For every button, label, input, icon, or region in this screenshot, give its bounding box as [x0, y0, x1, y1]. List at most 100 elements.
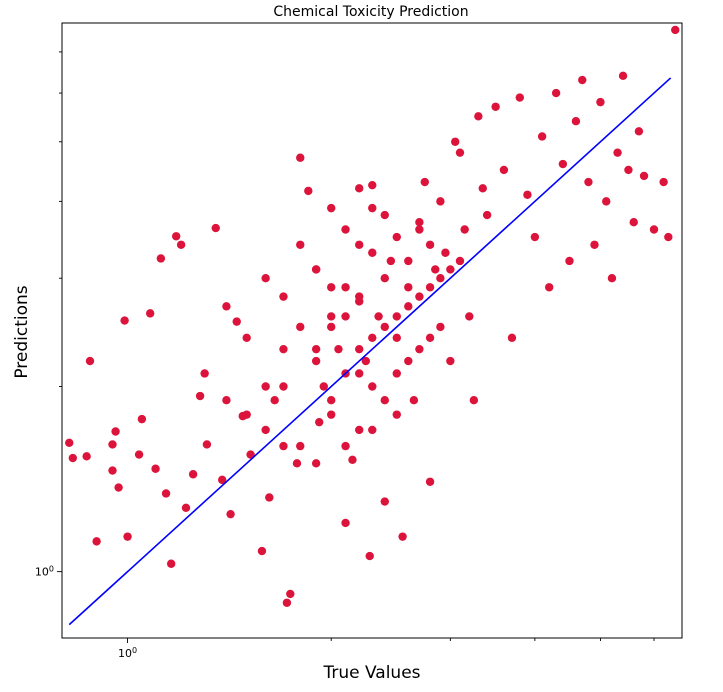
data-point-26 [226, 509, 235, 519]
data-point-119 [436, 322, 445, 332]
data-point-157 [327, 203, 336, 213]
data-point-80 [551, 88, 561, 98]
data-point-128 [415, 217, 424, 227]
data-point-63 [446, 356, 455, 366]
data-point-150 [200, 369, 209, 378]
data-point-49 [368, 180, 377, 190]
identity-line [68, 77, 672, 626]
data-point-69 [474, 112, 483, 121]
data-point-27 [232, 317, 241, 326]
data-point-90 [613, 148, 622, 157]
data-point-65 [455, 148, 465, 157]
data-point-99 [671, 25, 680, 35]
data-point-108 [446, 265, 455, 274]
data-point-43 [334, 344, 343, 354]
y-axis-label: Predictions [12, 285, 32, 378]
data-point-92 [624, 165, 633, 175]
data-point-45 [348, 455, 357, 465]
data-point-48 [365, 551, 374, 561]
data-point-131 [279, 441, 288, 451]
data-point-94 [634, 127, 644, 136]
data-point-113 [368, 382, 377, 391]
data-point-107 [436, 274, 445, 283]
data-point-101 [368, 333, 377, 343]
data-point-82 [565, 256, 574, 266]
data-point-124 [368, 248, 377, 257]
data-point-35 [286, 589, 295, 599]
data-point-123 [355, 425, 364, 435]
data-point-52 [386, 256, 396, 266]
data-point-4 [82, 452, 91, 461]
data-point-20 [181, 503, 191, 512]
data-point-60 [431, 265, 440, 274]
chart-title: Chemical Toxicity Prediction [273, 4, 468, 20]
data-point-115 [392, 369, 401, 378]
data-point-154 [279, 382, 288, 391]
data-point-88 [602, 197, 611, 206]
data-point-1 [68, 453, 78, 463]
data-point-143 [279, 292, 288, 301]
data-point-135 [341, 441, 350, 451]
data-point-17 [166, 559, 176, 568]
data-point-155 [296, 240, 305, 249]
data-point-32 [270, 396, 279, 405]
x-tick-label-0: 100 [118, 646, 137, 661]
data-point-79 [545, 283, 554, 292]
data-point-72 [491, 102, 500, 111]
data-point-71 [482, 210, 492, 220]
x-axis-label: True Values [322, 663, 420, 683]
data-point-54 [398, 532, 407, 541]
data-point-110 [327, 312, 336, 321]
data-point-41 [319, 382, 328, 391]
data-point-137 [368, 425, 377, 435]
data-point-153 [261, 274, 270, 283]
data-point-9 [120, 316, 129, 325]
data-point-5 [108, 440, 117, 449]
data-point-140 [222, 396, 231, 405]
data-point-142 [261, 425, 270, 435]
data-point-152 [242, 410, 251, 419]
data-point-81 [558, 159, 568, 169]
data-point-83 [571, 117, 581, 126]
data-point-103 [392, 312, 401, 321]
data-point-130 [261, 382, 270, 391]
data-point-120 [311, 356, 321, 366]
data-point-25 [217, 475, 227, 485]
data-point-147 [341, 225, 350, 234]
data-point-104 [404, 302, 413, 311]
data-point-109 [455, 256, 465, 266]
data-point-40 [315, 417, 324, 427]
fit-line [68, 77, 672, 626]
data-point-98 [664, 232, 673, 242]
data-point-10 [123, 532, 132, 541]
data-point-133 [311, 459, 321, 468]
data-point-118 [425, 240, 435, 249]
data-point-16 [161, 489, 171, 498]
data-point-11 [134, 450, 144, 459]
data-point-15 [156, 254, 166, 263]
data-point-29 [246, 450, 255, 459]
data-point-7 [111, 427, 120, 436]
data-point-2 [85, 356, 95, 366]
data-point-30 [257, 546, 267, 556]
data-point-144 [296, 441, 305, 451]
data-point-102 [380, 322, 389, 332]
data-point-158 [341, 312, 350, 321]
data-point-91 [618, 71, 628, 81]
data-point-121 [327, 410, 336, 419]
data-point-116 [404, 256, 413, 266]
data-point-151 [222, 302, 231, 311]
data-point-0 [65, 438, 74, 447]
data-point-129 [425, 333, 435, 343]
data-point-6 [108, 466, 117, 475]
data-point-141 [242, 333, 251, 343]
data-point-87 [596, 97, 605, 107]
data-point-76 [523, 190, 532, 199]
data-point-66 [460, 225, 469, 234]
data-point-159 [355, 184, 364, 193]
data-point-67 [465, 312, 474, 321]
data-point-44 [341, 518, 350, 528]
data-point-3 [92, 537, 101, 546]
data-point-125 [380, 396, 389, 405]
data-point-106 [425, 283, 435, 292]
